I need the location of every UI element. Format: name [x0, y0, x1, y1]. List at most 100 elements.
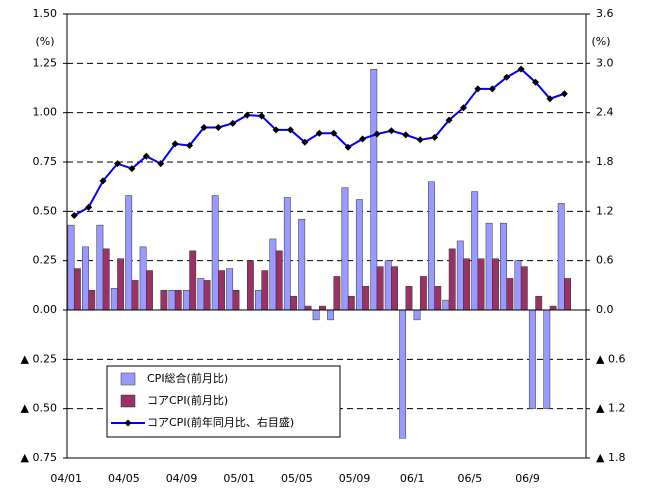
y-tick-label: 1.25: [33, 56, 58, 69]
bar: [405, 286, 413, 311]
line-marker: [517, 65, 525, 73]
x-tick-label: 04/09: [166, 472, 198, 485]
bar: [520, 266, 528, 311]
y2-tick-label: 2.4: [596, 106, 614, 119]
line-marker: [546, 95, 554, 103]
bar: [82, 246, 89, 311]
bar: [203, 280, 211, 311]
bar: [189, 250, 197, 311]
legend-swatch: [120, 394, 136, 408]
x-tick-label: 05/01: [223, 472, 255, 485]
bar: [506, 278, 514, 311]
bar: [312, 309, 320, 321]
y-tick-label: 0.50: [33, 204, 58, 217]
y2-tick-label: ▲ 0.6: [596, 352, 625, 365]
bar: [319, 305, 326, 311]
y-tick-label: 0.75: [33, 155, 58, 168]
line-marker: [560, 90, 568, 98]
line-marker: [200, 123, 208, 131]
bar: [434, 286, 442, 311]
bar: [376, 266, 384, 311]
bar: [110, 288, 118, 311]
bar: [564, 278, 571, 311]
y-tick-label: 0.25: [33, 254, 58, 267]
line-marker: [416, 136, 424, 144]
bar: [88, 290, 96, 311]
bar: [362, 286, 370, 311]
bar: [327, 309, 334, 321]
line-marker: [272, 126, 280, 134]
bar: [96, 224, 104, 311]
line-marker: [186, 142, 194, 150]
bar: [528, 309, 536, 409]
legend-swatch: [120, 372, 136, 386]
legend-label: コアCPI(前年同月比、右目盛): [147, 415, 294, 429]
bar: [211, 195, 219, 311]
bar: [471, 191, 479, 311]
bar: [419, 276, 427, 311]
bar: [384, 260, 392, 311]
bar: [131, 280, 139, 311]
y-tick-label: 0.00: [33, 303, 58, 316]
bar: [298, 218, 306, 311]
bar: [246, 260, 254, 311]
legend-box: [106, 365, 341, 438]
line-marker: [459, 104, 467, 112]
bar: [463, 258, 471, 311]
bar: [67, 224, 75, 311]
x-tick-label: 05/05: [281, 472, 313, 485]
line-marker: [445, 116, 453, 124]
bar: [355, 199, 363, 311]
bar: [477, 258, 485, 311]
bar: [261, 270, 269, 311]
line-marker: [301, 138, 309, 146]
x-tick-label: 06/1: [400, 472, 425, 485]
bar: [232, 290, 240, 311]
line-marker: [243, 111, 251, 119]
y-tick-label: ▲ 0.50: [21, 402, 57, 415]
bar: [182, 290, 190, 311]
bar: [283, 197, 291, 311]
bar: [290, 295, 298, 311]
bar: [413, 309, 421, 321]
y2-tick-label: 1.2: [596, 204, 614, 217]
bar: [269, 238, 277, 311]
bar: [73, 268, 81, 311]
bar: [399, 309, 407, 439]
line-marker: [70, 211, 78, 219]
y-axis-label: (%): [35, 35, 54, 48]
bar: [448, 248, 456, 311]
plot-frame: [66, 13, 587, 459]
bar: [125, 195, 133, 311]
bar: [174, 290, 182, 311]
y-tick-label: 1.00: [33, 106, 58, 119]
y2-tick-label: 1.8: [596, 155, 614, 168]
legend-marker: [124, 419, 132, 427]
x-tick-label: 05/09: [339, 472, 371, 485]
line-marker: [402, 131, 410, 139]
bar: [160, 290, 168, 311]
bar: [543, 309, 551, 409]
line-marker: [128, 165, 136, 173]
line-marker: [99, 177, 107, 185]
bar: [102, 248, 110, 311]
x-tick-label: 06/9: [515, 472, 540, 485]
bar: [333, 276, 341, 311]
bar: [391, 266, 398, 311]
y-tick-label: 1.50: [33, 7, 58, 20]
line-marker: [532, 78, 540, 86]
y-tick-label: ▲ 0.25: [21, 352, 57, 365]
bar: [146, 270, 153, 311]
bar: [304, 305, 312, 311]
bar: [117, 258, 125, 311]
bar: [255, 290, 262, 311]
line-marker: [214, 123, 222, 131]
line-marker: [503, 73, 511, 81]
bar: [226, 268, 234, 311]
line-marker: [344, 143, 352, 151]
line-marker: [258, 112, 266, 120]
bar: [341, 187, 349, 311]
bar: [492, 258, 499, 311]
legend-label: CPI総合(前月比): [147, 371, 228, 385]
